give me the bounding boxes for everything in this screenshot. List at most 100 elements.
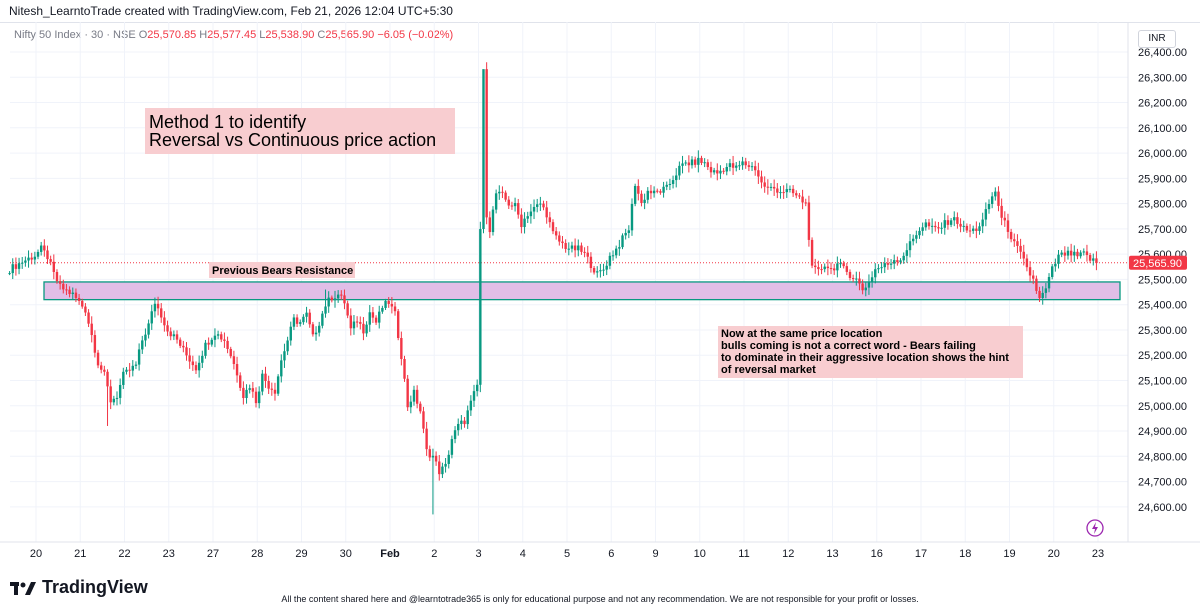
- candle-body: [637, 185, 640, 194]
- candle-body: [270, 388, 274, 390]
- candle-body: [74, 292, 78, 298]
- candle-body: [580, 245, 583, 252]
- candle-body: [453, 430, 457, 440]
- currency-button[interactable]: INR: [1138, 30, 1176, 48]
- candle-body: [956, 217, 959, 224]
- candle-body: [981, 219, 984, 227]
- candle-body: [532, 206, 536, 212]
- candle-body: [1044, 288, 1048, 293]
- candle-body: [757, 170, 760, 177]
- price-tick-label: 26,300.00: [1138, 72, 1187, 84]
- time-tick-label: 22: [118, 548, 130, 560]
- open-label: O: [138, 29, 148, 41]
- candle-body: [24, 260, 27, 263]
- candle-body: [207, 342, 210, 345]
- price-chart[interactable]: 26,400.00 26,300.00 26,200.00 26,100.00 26,0…: [0, 22, 1200, 570]
- tradingview-logo[interactable]: TradingView: [10, 577, 148, 598]
- price-tick-label: 25,900.00: [1138, 173, 1187, 185]
- candle-body: [921, 227, 924, 231]
- note-line1: Now at the same price location: [721, 328, 883, 340]
- time-tick-label: 16: [871, 548, 883, 560]
- candle-body: [58, 281, 62, 284]
- price-axis[interactable]: 26,400.00 26,300.00 26,200.00 26,100.00 26,0…: [1138, 47, 1187, 514]
- candle-body: [583, 251, 586, 253]
- candle-body: [1092, 258, 1095, 261]
- candle-body: [845, 266, 849, 272]
- candle-body: [1022, 251, 1025, 259]
- candle-body: [491, 209, 495, 233]
- candle-body: [1038, 290, 1041, 298]
- time-axis[interactable]: 20 21 22 23 27 28 29 30 Feb 2 3 4 5 6 9 10 11 12 13 16 17 18 1…: [30, 548, 1104, 560]
- candle-body: [690, 159, 694, 166]
- price-tick-label: 25,400.00: [1138, 300, 1187, 312]
- candle-body: [283, 351, 286, 361]
- candle-body: [706, 162, 710, 168]
- candle-body: [103, 369, 106, 372]
- candle-body: [536, 204, 539, 207]
- candle-body: [156, 303, 160, 309]
- candle-body: [428, 449, 431, 458]
- price-tick-label: 25,200.00: [1138, 350, 1187, 362]
- symbol-name[interactable]: Nifty 50 Index · 30 · NSE: [14, 29, 136, 41]
- candle-body: [286, 340, 289, 352]
- candle-body: [201, 355, 204, 363]
- candle-body: [987, 204, 991, 210]
- candle-body: [330, 297, 334, 301]
- note-line4: of reversal market: [721, 364, 816, 376]
- candle-body: [229, 348, 232, 357]
- candle-body: [744, 161, 747, 166]
- last-price-badge: 25,565.90: [1129, 255, 1187, 270]
- low-label: L: [259, 29, 266, 41]
- candle-body: [994, 191, 997, 197]
- candle-body: [1025, 258, 1029, 268]
- candle-body: [1057, 254, 1060, 264]
- candle-body: [213, 335, 217, 340]
- candle-body: [1079, 252, 1082, 257]
- candle-body: [589, 256, 593, 269]
- candle-body: [719, 170, 722, 174]
- candle-body: [216, 334, 220, 336]
- candle-body: [867, 281, 871, 288]
- candle-body: [27, 257, 30, 261]
- price-tick-label: 25,300.00: [1138, 325, 1187, 337]
- time-tick-label: 11: [738, 548, 749, 560]
- candle-body: [441, 466, 444, 475]
- candle-body: [409, 401, 413, 408]
- candle-body: [235, 364, 239, 376]
- candle-body: [747, 165, 751, 167]
- lightning-icon[interactable]: [1086, 519, 1104, 537]
- candle-body: [700, 157, 703, 163]
- candle-body: [1013, 239, 1016, 242]
- candle-body: [858, 278, 861, 284]
- candle-body: [362, 323, 365, 334]
- candle-body: [327, 297, 330, 307]
- candle-body: [425, 428, 428, 450]
- candle-body: [630, 203, 634, 231]
- candle-body: [656, 190, 659, 192]
- candle-body: [276, 376, 280, 394]
- candle-body: [668, 183, 672, 185]
- candle-body: [393, 306, 397, 312]
- candle-body: [403, 359, 406, 379]
- time-tick-label: 30: [340, 548, 352, 560]
- candle-body: [475, 384, 479, 392]
- candle-body: [321, 313, 324, 326]
- candle-body: [62, 283, 65, 290]
- candle-body: [513, 203, 517, 207]
- candle-body: [640, 193, 643, 203]
- candle-body: [261, 373, 264, 392]
- candle-body: [804, 202, 807, 204]
- candle-body: [760, 176, 763, 183]
- candle-body: [96, 352, 100, 366]
- candle-body: [820, 269, 823, 271]
- candle-body: [709, 167, 713, 173]
- candle-body: [889, 263, 893, 265]
- candle-body: [169, 331, 172, 337]
- candle-body: [829, 268, 833, 270]
- candle-body: [886, 263, 890, 265]
- method-title-line2: Reversal vs Continuous price action: [149, 130, 436, 150]
- candle-body: [8, 273, 11, 275]
- candle-body: [65, 289, 68, 291]
- candle-body: [93, 335, 97, 353]
- support-resistance-zone[interactable]: [43, 281, 1121, 301]
